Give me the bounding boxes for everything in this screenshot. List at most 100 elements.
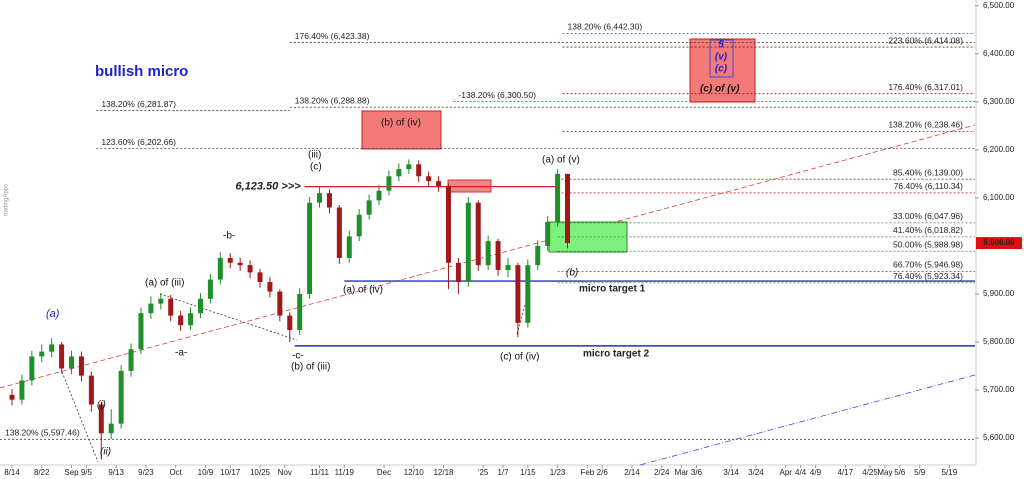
candle-body xyxy=(445,185,451,263)
candle-body xyxy=(336,207,342,258)
candle-body xyxy=(158,298,164,304)
fib-label: 85.40% (6,139.00) xyxy=(893,167,963,177)
channel-line xyxy=(639,374,976,466)
candle-body xyxy=(376,190,382,201)
candle-body xyxy=(356,214,362,237)
wave-label: (a) of (iii) xyxy=(145,278,184,289)
candle-body xyxy=(485,241,491,266)
candle-body xyxy=(59,344,65,369)
fib-label: 123.60% (6,202.66) xyxy=(101,137,176,147)
y-tick-label: 5,700.00 xyxy=(983,385,1015,394)
x-tick-label: 3/14 xyxy=(723,468,739,477)
candle-body xyxy=(277,291,283,316)
x-tick-label: 4/9 xyxy=(810,468,822,477)
fib-label: 138.20% (6,288.88) xyxy=(295,95,370,105)
wave-label: (b) xyxy=(566,268,578,279)
last-price-box xyxy=(976,237,1022,250)
y-tick-label: 5,900.00 xyxy=(983,289,1015,298)
candle-body xyxy=(49,344,55,352)
chart-title: bullish micro xyxy=(95,63,188,80)
candle-body xyxy=(287,315,293,331)
fib-label: 138.20% (6,238.46) xyxy=(888,120,963,130)
x-tick-label: 2/14 xyxy=(624,468,640,477)
x-tick-label: 10/17 xyxy=(220,468,241,477)
x-tick-label: 8/14 xyxy=(4,468,20,477)
candle-body xyxy=(366,200,372,215)
candle-body xyxy=(88,375,94,405)
wave-label: (b) of (iv) xyxy=(381,118,421,129)
fib-label: 76.40% (6,110.34) xyxy=(894,181,963,191)
zone-box xyxy=(447,179,492,193)
candle-body xyxy=(39,351,45,357)
fib-label: 41.40% (6,018.82) xyxy=(893,225,963,235)
fib-label: 176.40% (6,423.38) xyxy=(295,31,370,41)
candle-body xyxy=(297,293,303,331)
watermark: tradingApps xyxy=(4,184,10,216)
x-tick-label: 1/7 xyxy=(497,468,509,477)
x-tick-label: 12/18 xyxy=(433,468,454,477)
candle-body xyxy=(78,356,84,376)
zone-box xyxy=(361,110,442,150)
fib-label: -138.20% (6,300.50) xyxy=(458,90,536,100)
candle-body xyxy=(118,370,124,424)
candle-body xyxy=(515,265,521,323)
candle-body xyxy=(267,281,273,292)
candle-body xyxy=(148,303,154,314)
y-tick-label: 5,600.00 xyxy=(983,433,1015,442)
x-tick-label: 2/6 xyxy=(597,468,609,477)
candle-body xyxy=(555,173,561,222)
x-tick-label: May xyxy=(877,468,892,477)
x-tick-label: 9/23 xyxy=(138,468,154,477)
wave-label: (a) of (iv) xyxy=(343,285,383,296)
x-tick-label: 4/25 xyxy=(862,468,878,477)
fib-label: 138.20% (5,597.46) xyxy=(5,428,80,438)
x-tick-label: 3/24 xyxy=(748,468,764,477)
candle-body xyxy=(227,257,233,263)
fib-label: 33.00% (6,047.96) xyxy=(893,211,963,221)
x-tick-label: 4/17 xyxy=(837,468,853,477)
candle-body xyxy=(168,298,174,316)
candle-body xyxy=(69,356,75,369)
candle-body xyxy=(386,176,392,191)
fib-label: 76.40% (5,923.34) xyxy=(893,271,963,281)
candle-body xyxy=(247,265,253,273)
candle-body xyxy=(535,245,541,266)
candle-body xyxy=(188,313,194,326)
key-level-label: 6,123.50 >>> xyxy=(235,181,301,193)
candle-body xyxy=(307,202,313,294)
candle-body xyxy=(505,265,511,270)
fib-label: 50.00% (5,988.98) xyxy=(893,239,963,249)
x-tick-label: 10/9 xyxy=(198,468,214,477)
x-tick-label: 5/9 xyxy=(914,468,926,477)
candle-body xyxy=(98,404,104,434)
x-tick-label: 5/6 xyxy=(894,468,906,477)
zone-box xyxy=(709,39,734,78)
candle-body xyxy=(436,181,442,186)
wave-label: -b- xyxy=(223,231,235,242)
wave-label: (ii) xyxy=(100,447,111,458)
candle-body xyxy=(108,423,114,434)
x-tick-label: 4/4 xyxy=(795,468,807,477)
wave-label: (c) of (v) xyxy=(700,84,740,95)
wave-label: (c) xyxy=(310,162,322,173)
x-tick-label: 2/24 xyxy=(654,468,670,477)
candle-body xyxy=(197,298,203,314)
candle-body xyxy=(406,164,412,170)
x-tick-label: 1/15 xyxy=(520,468,536,477)
fib-label: 176.40% (6,317.01) xyxy=(888,82,963,92)
wave-label: -a- xyxy=(175,348,187,359)
wave-label: -c- xyxy=(292,351,304,362)
target-label: micro target 1 xyxy=(579,284,646,295)
x-tick-label: 3/6 xyxy=(691,468,703,477)
candle-body xyxy=(465,202,471,282)
target-label: micro target 2 xyxy=(583,349,650,360)
candle-body xyxy=(396,169,402,177)
fib-label: 66.70% (5,946.98) xyxy=(893,260,963,270)
wave-label: (c) of (iv) xyxy=(500,352,539,363)
candle-body xyxy=(237,262,243,266)
y-tick-label: 6,300.00 xyxy=(983,97,1015,106)
wave-label: (c) xyxy=(715,64,728,75)
candle-body xyxy=(455,262,461,282)
